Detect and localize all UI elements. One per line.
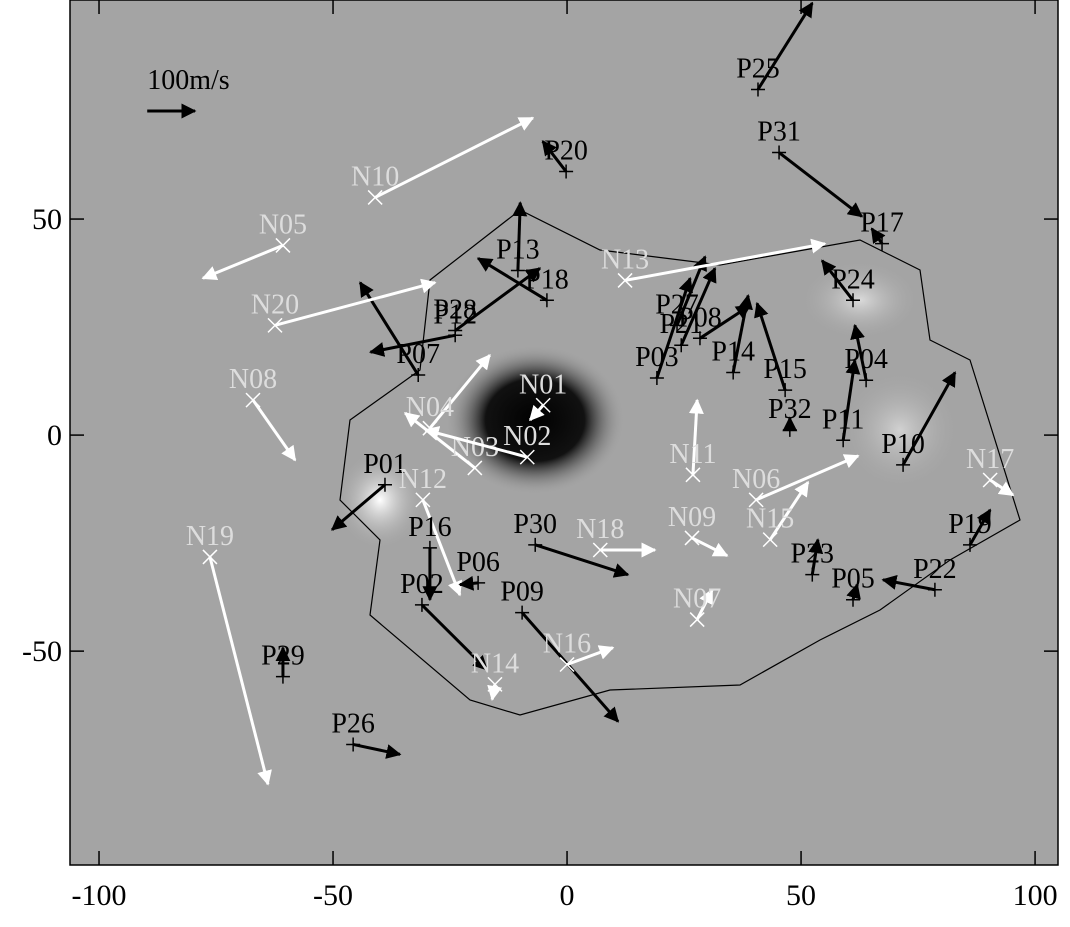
x-tick-label: 0 [560, 879, 575, 912]
feature-label: N02 [503, 421, 551, 452]
feature-label: N10 [351, 161, 399, 192]
feature-label: N05 [259, 209, 307, 240]
feature-label: N01 [519, 369, 567, 400]
feature-label: P16 [408, 512, 452, 543]
feature-label: N07 [673, 584, 721, 615]
feature-label: P26 [331, 708, 375, 739]
feature-label: P21 [659, 309, 703, 340]
feature-label: P29 [261, 641, 305, 672]
feature-label: P10 [881, 429, 925, 460]
feature-label: P05 [831, 564, 875, 595]
feature-label: P18 [525, 264, 569, 295]
feature-label: P09 [500, 577, 544, 608]
y-tick-label: 50 [32, 203, 62, 236]
feature-label: P13 [496, 234, 540, 265]
feature-label: P31 [757, 117, 801, 148]
x-tick-label: -100 [72, 879, 127, 912]
feature-label: P14 [711, 336, 755, 367]
feature-label: P17 [860, 208, 904, 239]
feature-label: P15 [763, 354, 807, 385]
feature-label: N09 [668, 502, 716, 533]
y-tick-label: 0 [47, 419, 62, 452]
sunspot [445, 345, 625, 495]
feature-label: N19 [186, 521, 234, 552]
feature-label: P32 [768, 394, 812, 425]
feature-label: P19 [948, 509, 992, 540]
feature-label: N17 [966, 444, 1014, 475]
feature-label: P22 [913, 554, 957, 585]
chart: 100m/s P25 P31 P20 P17 P24 P04 P11 P10 P32 P15 P14 P… [0, 0, 1070, 922]
feature-label: P23 [790, 539, 834, 570]
feature-label: P07 [396, 339, 440, 370]
feature-label: N20 [251, 289, 299, 320]
feature-label: P02 [400, 569, 444, 600]
feature-label: N16 [543, 629, 591, 660]
feature-label: N06 [732, 464, 780, 495]
feature-label: P11 [822, 404, 865, 435]
x-tick-label: -50 [313, 879, 353, 912]
feature-label: N15 [746, 504, 794, 535]
feature-label: P24 [831, 264, 875, 295]
feature-label: P30 [513, 509, 557, 540]
feature-label: P04 [844, 344, 888, 375]
feature-label: N08 [229, 364, 277, 395]
feature-label: P25 [736, 53, 780, 84]
feature-label: N12 [399, 464, 447, 495]
feature-label: N14 [471, 648, 519, 679]
x-tick-label: 50 [786, 879, 816, 912]
x-tick-label: 100 [1013, 879, 1058, 912]
feature-label: N18 [576, 514, 624, 545]
feature-label: P06 [456, 547, 500, 578]
feature-label: N13 [601, 244, 649, 275]
y-tick-label: -50 [22, 635, 62, 668]
feature-label: P20 [544, 136, 588, 167]
feature-label: P12 [433, 299, 477, 330]
reference-label: 100m/s [147, 65, 229, 96]
feature-label: N11 [669, 439, 716, 470]
feature-label: P03 [635, 342, 679, 373]
